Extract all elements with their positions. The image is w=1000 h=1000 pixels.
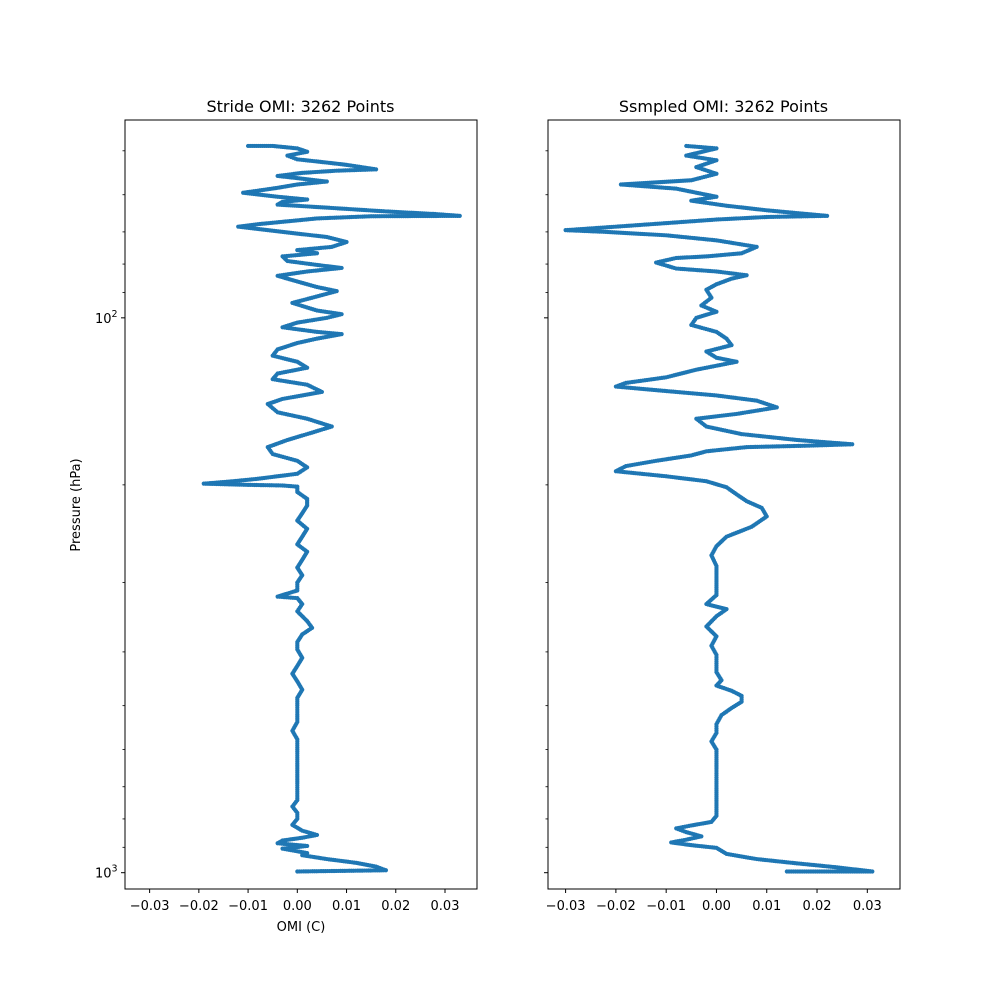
x-tick-label: 0.03 <box>853 899 882 914</box>
right-data-points <box>563 143 875 874</box>
right-axes-frame <box>547 119 901 890</box>
x-tick-label: −0.02 <box>179 899 219 914</box>
x-tick-label: 0.02 <box>381 899 410 914</box>
x-tick-label: 0.01 <box>752 899 781 914</box>
right-axis-ticks: −0.03 −0.02 −0.01 0.00 0.01 0.02 0.03 <box>544 150 882 914</box>
left-data-points <box>201 143 462 874</box>
left-axis-ticks: −0.03 −0.02 −0.01 0.00 0.01 0.02 0.03 102 103 <box>95 150 460 914</box>
y-tick-label: 102 <box>95 309 118 327</box>
data-point <box>784 869 789 874</box>
x-tick-label: 0.01 <box>332 899 361 914</box>
x-tick-label: −0.03 <box>130 899 170 914</box>
x-tick-label: −0.02 <box>596 899 636 914</box>
x-tick-label: 0.02 <box>803 899 832 914</box>
x-tick-label: −0.01 <box>228 899 268 914</box>
x-tick-label: −0.03 <box>546 899 586 914</box>
right-subplot: Ssmpled OMI: 3262 Points −0.03 −0.02 −0.01… <box>544 97 901 914</box>
right-chart-title: Ssmpled OMI: 3262 Points <box>619 97 828 116</box>
left-x-axis-label: OMI (C) <box>277 920 326 935</box>
x-tick-label: 0.00 <box>702 899 731 914</box>
x-tick-label: 0.03 <box>431 899 460 914</box>
left-subplot: Stride OMI: 3262 Points −0.03 −0.02 −0.01 0… <box>69 97 478 935</box>
x-tick-label: −0.01 <box>646 899 686 914</box>
data-point <box>295 869 300 874</box>
left-chart-title: Stride OMI: 3262 Points <box>207 97 395 116</box>
y-tick-label: 103 <box>95 864 118 882</box>
left-y-axis-label: Pressure (hPa) <box>69 458 84 551</box>
x-tick-label: 0.00 <box>283 899 312 914</box>
left-axes-frame <box>124 119 478 890</box>
